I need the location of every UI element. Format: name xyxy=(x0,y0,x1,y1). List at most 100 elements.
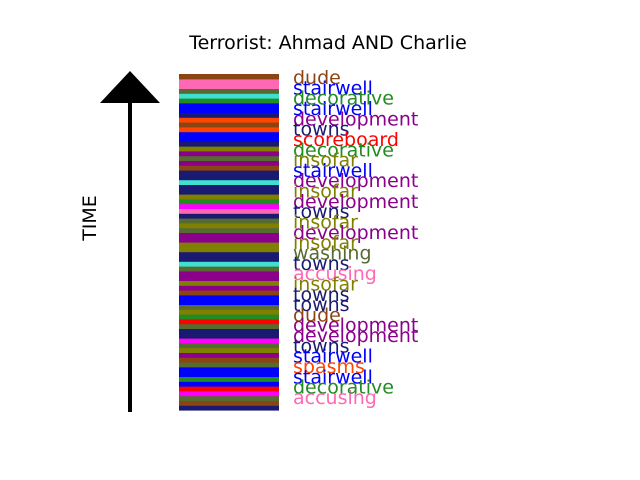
time-axis: TIME xyxy=(79,71,160,412)
event-label: insofar xyxy=(293,232,358,254)
event-label: washing xyxy=(293,243,372,265)
event-stripe xyxy=(179,323,279,329)
event-stripe xyxy=(179,136,279,142)
event-labels: dudestairwelldecorativestairwelldevelopm… xyxy=(293,67,418,409)
event-stripe xyxy=(179,174,279,181)
event-label: development xyxy=(293,315,418,337)
event-stripe xyxy=(179,280,279,286)
event-stripe xyxy=(179,184,279,190)
time-arrow-head xyxy=(100,71,160,103)
event-stripe xyxy=(179,131,279,137)
event-stripe xyxy=(179,78,279,85)
event-stripe xyxy=(179,352,279,358)
event-stripe xyxy=(179,179,279,185)
event-stripe xyxy=(179,376,279,382)
event-stripe xyxy=(179,342,279,349)
event-stripe xyxy=(179,290,279,296)
event-stripe xyxy=(179,261,279,267)
event-stripe xyxy=(179,333,279,339)
event-stripe xyxy=(179,275,279,281)
event-label: accusing xyxy=(293,387,377,409)
event-stripe xyxy=(179,74,279,80)
event-stripe xyxy=(179,222,279,229)
event-stripe xyxy=(179,285,279,291)
event-label: dude xyxy=(293,67,341,89)
event-stripe xyxy=(179,395,279,401)
event-label: stairwell xyxy=(293,366,373,388)
event-label: development xyxy=(293,170,418,192)
event-stripe xyxy=(179,117,279,123)
event-stripe xyxy=(179,400,279,406)
event-stripe xyxy=(179,362,279,368)
event-stripe xyxy=(179,203,279,209)
event-stripe xyxy=(179,112,279,118)
event-stripe xyxy=(179,304,279,310)
event-stripes xyxy=(179,74,279,411)
event-stripe xyxy=(179,386,279,392)
event-label: towns xyxy=(293,294,350,316)
event-stripe xyxy=(179,237,279,243)
event-label: development xyxy=(293,325,418,347)
event-stripe xyxy=(179,107,279,113)
event-label: development xyxy=(293,222,418,244)
event-stripe xyxy=(179,165,279,171)
event-stripe xyxy=(179,347,279,353)
event-label: towns xyxy=(293,253,350,275)
event-stripe xyxy=(179,318,279,325)
event-stripe xyxy=(179,294,279,301)
event-label: dude xyxy=(293,304,341,326)
event-stripe xyxy=(179,198,279,205)
event-stripe xyxy=(179,366,279,373)
event-label: stairwell xyxy=(293,77,373,99)
event-stripe xyxy=(179,266,279,272)
event-label: development xyxy=(293,108,418,130)
event-stripe xyxy=(179,242,279,248)
event-stripe xyxy=(179,122,279,128)
event-stripe xyxy=(179,299,279,305)
event-stripe xyxy=(179,314,279,320)
event-stripe xyxy=(179,270,279,277)
event-stripe xyxy=(179,160,279,166)
event-stripe xyxy=(179,146,279,152)
chart-title: Terrorist: Ahmad AND Charlie xyxy=(188,32,467,54)
event-label: insofar xyxy=(293,181,358,203)
event-stripe xyxy=(179,213,279,219)
event-stripe xyxy=(179,309,279,315)
event-label: towns xyxy=(293,201,350,223)
event-stripe xyxy=(179,83,279,89)
event-stripe xyxy=(179,256,279,262)
event-label: development xyxy=(293,191,418,213)
event-label: towns xyxy=(293,119,350,141)
event-stripe xyxy=(179,126,279,133)
event-label: towns xyxy=(293,284,350,306)
event-stripe xyxy=(179,208,279,214)
event-label: scoreboard xyxy=(293,129,399,151)
event-stripe xyxy=(179,98,279,104)
event-label: decorative xyxy=(293,88,394,110)
event-stripe xyxy=(179,170,279,176)
event-stripe xyxy=(179,194,279,200)
event-label: insofar xyxy=(293,274,358,296)
event-stripe xyxy=(179,328,279,334)
event-stripe xyxy=(179,405,279,411)
event-label: stairwell xyxy=(293,346,373,368)
event-stripe xyxy=(179,218,279,224)
event-stripe xyxy=(179,141,279,147)
event-stripe xyxy=(179,189,279,195)
event-stripe xyxy=(179,251,279,257)
event-label: towns xyxy=(293,335,350,357)
event-stripe xyxy=(179,102,279,109)
event-stripe xyxy=(179,155,279,161)
event-label: accusing xyxy=(293,263,377,285)
event-label: spasms xyxy=(293,356,365,378)
event-stripe xyxy=(179,390,279,397)
event-stripe xyxy=(179,232,279,238)
event-label: decorative xyxy=(293,139,394,161)
event-stripe xyxy=(179,371,279,377)
event-label: stairwell xyxy=(293,98,373,120)
event-stripe xyxy=(179,246,279,253)
event-stripe xyxy=(179,338,279,344)
event-label: stairwell xyxy=(293,160,373,182)
event-label: decorative xyxy=(293,377,394,399)
